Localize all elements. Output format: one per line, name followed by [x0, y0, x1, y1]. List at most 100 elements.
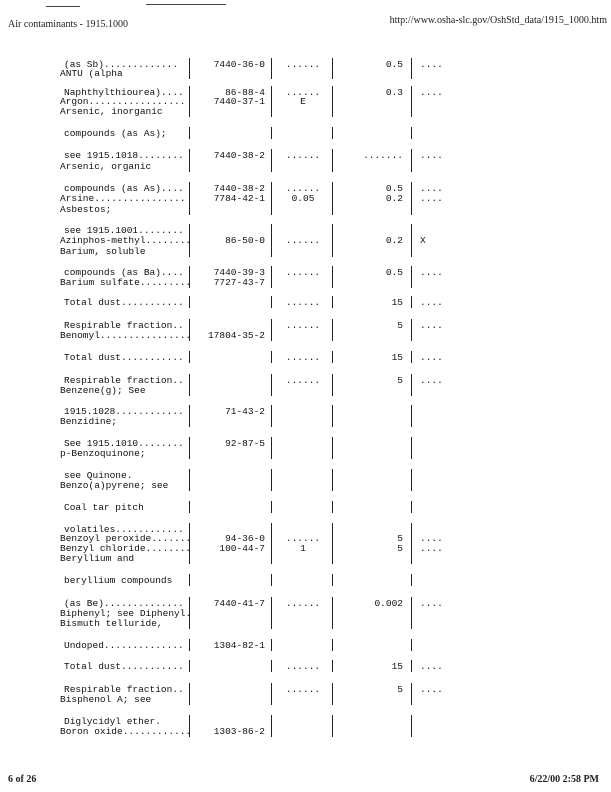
column-separator	[271, 67, 272, 79]
page-header-url[interactable]: http://www.osha-slc.gov/OshStd_data/1915…	[389, 15, 607, 26]
column-separator	[271, 276, 272, 288]
column-separator	[189, 149, 190, 161]
cas-number: 1303-86-2	[213, 726, 265, 737]
substance-name: (as Sb).............	[64, 59, 179, 70]
column-separator	[189, 617, 190, 629]
ppm-value: ......	[285, 598, 321, 609]
column-separator	[411, 660, 412, 672]
substance-name: Coal tar pitch	[64, 502, 144, 513]
column-separator	[189, 224, 190, 236]
column-separator	[332, 542, 333, 554]
column-separator	[189, 67, 190, 79]
substance-name: Benzyl chloride........	[60, 543, 192, 554]
column-separator	[332, 266, 333, 278]
table-row: Azinphos-methyl........ 86-50-0...... 0.2 X	[0, 234, 611, 246]
table-row: Respirable fraction........ 5....	[0, 319, 611, 331]
cas-number: 94-36-0	[225, 533, 265, 544]
column-separator	[271, 224, 272, 236]
page-footer-timestamp: 6/22/00 2:58 PM	[529, 774, 599, 785]
column-separator	[332, 501, 333, 513]
column-separator	[189, 296, 190, 308]
skin-designation: ....	[420, 684, 443, 695]
substance-name: Arsenic, inorganic	[60, 106, 163, 117]
column-separator	[411, 160, 412, 172]
table-row: Total dust................. 15....	[0, 351, 611, 363]
skin-designation: ....	[420, 267, 443, 278]
substance-name: (as Be)..............	[64, 598, 184, 609]
column-separator	[271, 552, 272, 564]
column-separator	[411, 203, 412, 215]
column-separator	[189, 203, 190, 215]
cas-number: 17804-35-2	[207, 330, 265, 341]
column-separator	[411, 384, 412, 396]
column-separator	[189, 160, 190, 172]
column-separator	[411, 542, 412, 554]
column-separator	[189, 693, 190, 705]
column-separator	[411, 266, 412, 278]
column-separator	[271, 58, 272, 70]
substance-name: volatiles............	[64, 524, 184, 535]
column-separator	[332, 415, 333, 427]
column-separator	[332, 479, 333, 491]
column-separator	[189, 660, 190, 672]
column-separator	[271, 715, 272, 727]
page-header-title: Air contaminants - 1915.1000	[8, 19, 128, 30]
column-separator	[332, 374, 333, 386]
column-separator	[411, 58, 412, 70]
column-separator	[411, 479, 412, 491]
cas-number: 7440-38-2	[213, 183, 265, 194]
column-separator	[411, 523, 412, 535]
column-separator	[411, 276, 412, 288]
substance-name: p-Benzoquinone;	[60, 448, 146, 459]
substance-name: Beryllium and	[60, 553, 135, 564]
ppm-value: 0.05	[291, 193, 315, 204]
column-separator	[332, 725, 333, 737]
column-separator	[411, 639, 412, 651]
column-separator	[332, 715, 333, 727]
substance-name: Total dust...........	[64, 297, 184, 308]
column-separator	[411, 182, 412, 194]
table-row: Barium sulfate......... 7727-43-7	[0, 276, 611, 288]
mg-m3-value: 15	[391, 661, 403, 672]
column-separator	[189, 351, 190, 363]
mg-m3-value: 0.5	[385, 59, 403, 70]
skin-designation: ....	[420, 193, 443, 204]
column-separator	[332, 319, 333, 331]
column-separator	[332, 95, 333, 107]
column-separator	[332, 523, 333, 535]
column-separator	[189, 127, 190, 139]
substance-name: Total dust...........	[64, 352, 184, 363]
substance-name: Diglycidyl ether.	[64, 716, 161, 727]
cas-number: 86-88-4	[225, 87, 265, 98]
column-separator	[271, 683, 272, 695]
column-separator	[411, 296, 412, 308]
mg-m3-value: 5	[397, 684, 403, 695]
mg-m3-value: 0.5	[385, 183, 403, 194]
top-rule-left	[46, 6, 80, 7]
column-separator	[411, 95, 412, 107]
table-row: Bisphenol A; see	[0, 693, 611, 705]
top-rule-right	[146, 4, 226, 5]
column-separator	[271, 95, 272, 107]
column-separator	[271, 351, 272, 363]
column-separator	[271, 149, 272, 161]
substance-name: Benzene(g); See	[60, 385, 146, 396]
column-separator	[332, 203, 333, 215]
column-separator	[271, 296, 272, 308]
column-separator	[332, 329, 333, 341]
table-row: volatiles............	[0, 523, 611, 535]
table-row: Total dust................. 15....	[0, 660, 611, 672]
column-separator	[411, 574, 412, 586]
column-separator	[189, 469, 190, 481]
column-separator	[271, 105, 272, 117]
ppm-value: ......	[285, 320, 321, 331]
substance-name: Benomyl................	[60, 330, 192, 341]
substance-name: Benzoyl peroxide.......	[60, 533, 192, 544]
column-separator	[332, 469, 333, 481]
column-separator	[411, 715, 412, 727]
table-row: ANTU (alpha	[0, 67, 611, 79]
column-separator	[271, 245, 272, 257]
column-separator	[411, 374, 412, 386]
column-separator	[332, 234, 333, 246]
ppm-value: ......	[285, 297, 321, 308]
